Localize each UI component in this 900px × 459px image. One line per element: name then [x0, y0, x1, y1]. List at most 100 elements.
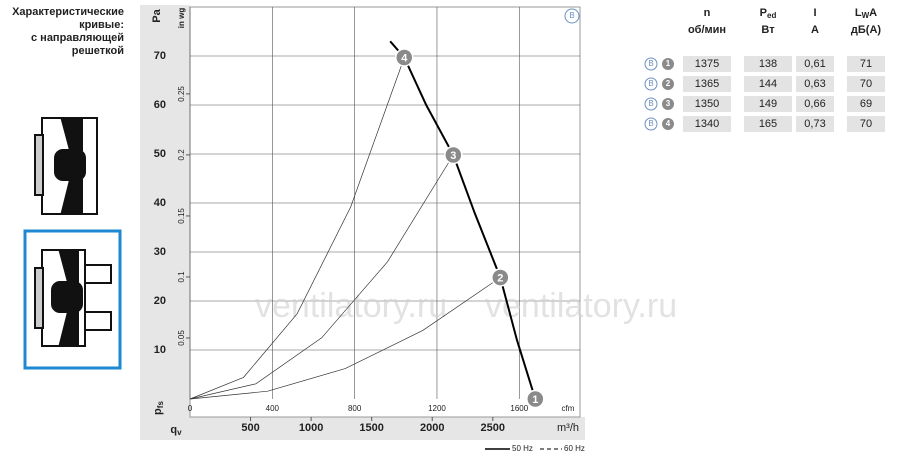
y-symbol: pfs	[152, 401, 165, 415]
table-cell-text: 149	[759, 98, 777, 110]
table-cell	[847, 76, 885, 92]
sidebar-title: Характеристические	[12, 6, 124, 18]
axis-band	[140, 5, 190, 440]
table-cell	[744, 76, 792, 92]
table-header: n	[704, 7, 711, 19]
x-tick-label: 500	[241, 422, 259, 434]
table-unit: об/мин	[688, 24, 726, 36]
y2-tick-label: 0.05	[177, 330, 186, 346]
table-header: LWA	[855, 7, 877, 20]
row-badge	[644, 57, 658, 71]
header-sub: ed	[767, 11, 776, 20]
operating-point	[444, 145, 463, 165]
x-symbol-sub: v	[177, 428, 182, 437]
table-cell-text: 69	[860, 98, 872, 110]
table-cell-text: 0,73	[804, 118, 825, 130]
x2-tick-label: 1200	[428, 404, 446, 413]
table-cell	[796, 116, 834, 132]
table-cell	[683, 76, 731, 92]
header-main: P	[760, 7, 767, 19]
table-cell	[683, 116, 731, 132]
table-cell-text: 0,61	[804, 58, 825, 70]
sidebar-title: с направляющей	[31, 32, 124, 44]
y-tick-label: 30	[154, 246, 166, 258]
operating-point-label: 1	[532, 394, 538, 406]
table-cell-text: 0,63	[804, 78, 825, 90]
table-cell	[683, 96, 731, 112]
table-unit: дБ(A)	[851, 24, 881, 36]
y-symbol-main: p	[152, 408, 164, 415]
row-point-label: 1	[666, 59, 671, 68]
x-axis-label: m³/h	[557, 422, 579, 434]
row-badge-label: B	[648, 119, 653, 128]
operating-point-label: 3	[450, 150, 456, 162]
table-cell	[847, 56, 885, 72]
header-sub: W	[862, 11, 870, 20]
system-curve	[189, 57, 405, 400]
fan-icon[interactable]	[34, 249, 112, 347]
selected-frame	[23, 229, 122, 370]
system-curve	[189, 154, 454, 400]
row-point	[662, 98, 674, 110]
y-tick-label: 10	[154, 344, 166, 356]
row-badge	[644, 117, 658, 131]
y2-tick-label: 0.2	[177, 149, 186, 161]
sidebar-title: решеткой	[72, 45, 124, 57]
header-main: L	[855, 7, 862, 19]
row-badge-label: B	[648, 99, 653, 108]
y2-axis-label: in wg	[177, 8, 186, 29]
axis-band	[140, 417, 585, 440]
row-badge	[644, 77, 658, 91]
table-cell	[847, 116, 885, 132]
table-cell	[744, 116, 792, 132]
y-tick-label: 60	[154, 99, 166, 111]
table-header: Ped	[760, 7, 777, 20]
x-tick-label: 2000	[420, 422, 444, 434]
y-symbol-sub: fs	[156, 401, 165, 409]
table-cell	[796, 56, 834, 72]
header-main: I	[813, 7, 816, 19]
table-cell-text: 1350	[695, 98, 719, 110]
x2-tick-label: 1600	[510, 404, 528, 413]
y-tick-label: 40	[154, 197, 166, 209]
badge-label: B	[569, 11, 574, 20]
row-point	[662, 78, 674, 90]
y-tick-label: 20	[154, 295, 166, 307]
table-cell-text: 71	[860, 58, 872, 70]
y-axis-label: Pa	[151, 8, 163, 22]
fan-icon[interactable]	[34, 117, 98, 215]
row-point-label: 3	[666, 99, 671, 108]
table-cell-text: 1340	[695, 118, 719, 130]
row-point	[662, 118, 674, 130]
table-cell-text: 0,66	[804, 98, 825, 110]
row-point	[662, 58, 674, 70]
table-cell-text: 144	[759, 78, 777, 90]
badge	[564, 8, 580, 24]
table-cell	[796, 76, 834, 92]
table-unit: A	[811, 24, 819, 36]
operating-point	[395, 48, 414, 67]
y2-tick-label: 0.25	[177, 86, 186, 102]
x2-tick-label: 0	[188, 404, 193, 413]
sidebar-title: кривые:	[79, 19, 124, 31]
watermark: ventilatory.ru	[485, 287, 677, 325]
operating-point-label: 2	[497, 272, 503, 284]
x-tick-label: 1000	[299, 422, 323, 434]
legend-label: 60 Hz	[564, 444, 585, 453]
table-cell	[744, 96, 792, 112]
x-tick-label: 2500	[481, 422, 505, 434]
row-badge-label: B	[648, 79, 653, 88]
x2-axis-label: cfm	[562, 404, 575, 413]
row-badge	[644, 97, 658, 111]
row-point-label: 2	[666, 79, 671, 88]
y-tick-label: 50	[154, 148, 166, 160]
header-rest: A	[869, 7, 877, 19]
x-tick-label: 1500	[359, 422, 383, 434]
table-cell-text: 70	[860, 118, 872, 130]
table-cell	[744, 56, 792, 72]
y2-tick-label: 0.15	[177, 208, 186, 224]
y2-tick-label: 0.1	[177, 271, 186, 283]
